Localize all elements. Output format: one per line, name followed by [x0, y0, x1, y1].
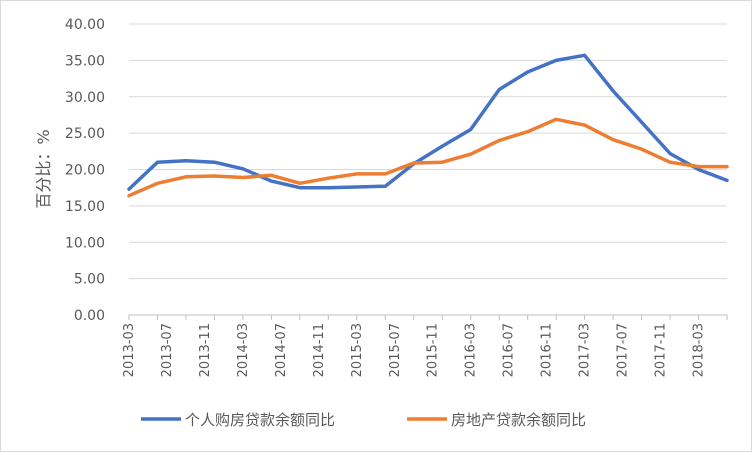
gridlines — [129, 23, 727, 280]
y-tick-label: 35.00 — [65, 53, 105, 69]
series-lines — [127, 53, 729, 198]
y-tick-label: 20.00 — [65, 163, 105, 179]
x-tick-label: 2014-03 — [236, 323, 251, 377]
x-tick-label: 2017-11 — [654, 323, 669, 377]
y-tick-label: 0.00 — [74, 308, 105, 324]
legend-label-personal: 个人购房贷款余额同比 — [185, 411, 335, 429]
x-tick-label: 2016-11 — [540, 323, 555, 377]
x-tick-label: 2015-11 — [426, 323, 441, 377]
x-tick-label: 2014-07 — [274, 323, 289, 377]
x-tick-label: 2016-03 — [464, 323, 479, 377]
y-tick-label: 10.00 — [65, 235, 105, 251]
x-tick-label: 2013-03 — [122, 323, 137, 377]
y-axis-label: 百分比：% — [34, 129, 53, 208]
x-tick-label: 2017-07 — [616, 323, 631, 377]
legend-label-realestate: 房地产贷款余额同比 — [451, 411, 586, 429]
legend: 个人购房贷款余额同比 房地产贷款余额同比 — [141, 411, 586, 429]
y-tick-label: 30.00 — [65, 90, 105, 106]
y-tick-label: 5.00 — [74, 272, 105, 288]
y-tick-label: 40.00 — [65, 17, 105, 33]
x-tick-label: 2016-07 — [502, 323, 517, 377]
series-line-personal-mortgage — [127, 53, 729, 191]
x-tick-label: 2013-11 — [198, 323, 213, 377]
y-tick-label: 15.00 — [65, 199, 105, 215]
axes: 0.00 5.00 10.00 15.00 20.00 25.00 30.00 35.00 40… — [65, 17, 728, 377]
series-line-real-estate — [127, 117, 729, 198]
x-tick-label: 2017-03 — [578, 323, 593, 377]
x-tick-label: 2015-03 — [350, 323, 365, 377]
x-tick-label: 2013-07 — [160, 323, 175, 377]
x-tick-label: 2014-11 — [312, 323, 327, 377]
y-tick-label: 25.00 — [65, 126, 105, 142]
x-tick-label: 2015-07 — [388, 323, 403, 377]
x-tick-label: 2018-03 — [692, 323, 707, 377]
